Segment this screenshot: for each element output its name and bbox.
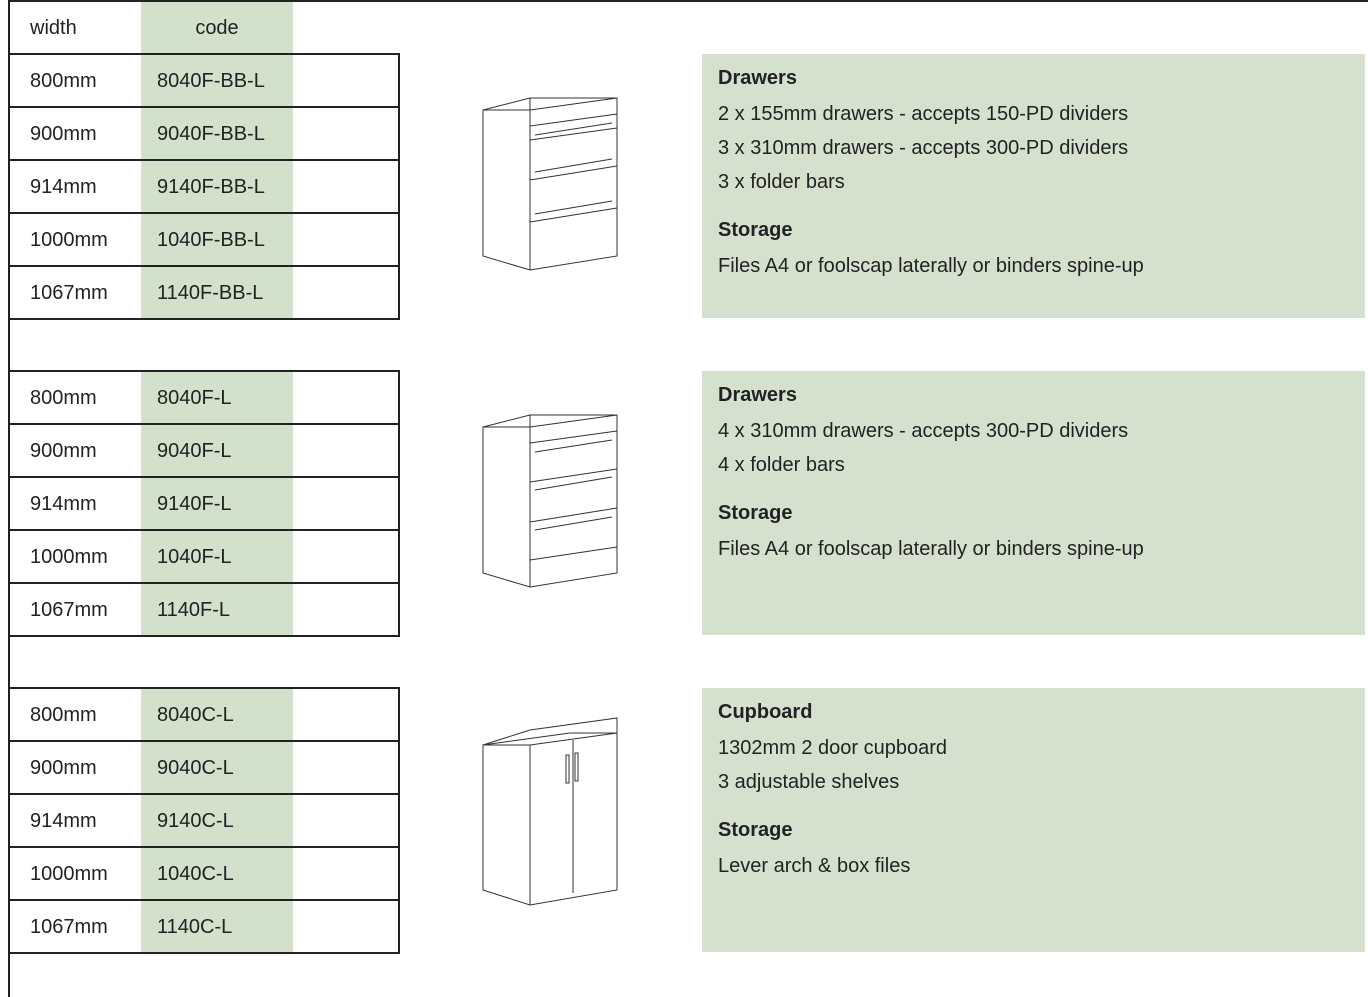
section-line: 3 adjustable shelves: [718, 771, 900, 793]
code-cell: 9040F-BB-L: [157, 123, 265, 145]
code-cell: 1140C-L: [157, 916, 233, 938]
row-rule: [8, 952, 400, 954]
section-line: 2 x 155mm drawers - accepts 150-PD divid…: [718, 103, 1129, 125]
row-rule: [8, 265, 400, 267]
width-cell: 800mm: [30, 387, 97, 409]
description-panel: [702, 54, 1365, 318]
width-cell: 1000mm: [30, 863, 108, 885]
code-header-bg: [141, 2, 293, 53]
width-cell: 900mm: [30, 123, 97, 145]
table-right-rule: [398, 53, 400, 320]
description-panel: [702, 688, 1365, 952]
code-column-bg: [141, 54, 293, 319]
outer-top: [8, 0, 1368, 2]
code-cell: 8040C-L: [157, 704, 234, 726]
width-header: width: [30, 17, 77, 39]
width-cell: 1000mm: [30, 229, 108, 251]
code-cell: 1140F-BB-L: [157, 282, 264, 304]
row-rule: [8, 476, 400, 478]
section-line: 1302mm 2 door cupboard: [718, 737, 948, 759]
width-cell: 1067mm: [30, 916, 108, 938]
table-right-rule: [398, 687, 400, 954]
section-line: Lever arch & box files: [718, 855, 911, 877]
code-column-bg: [141, 371, 293, 636]
section-line: Files A4 or foolscap laterally or binder…: [718, 255, 1144, 277]
row-rule: [8, 159, 400, 161]
section-line: 3 x 310mm drawers - accepts 300-PD divid…: [718, 137, 1129, 159]
code-header: code: [195, 17, 239, 39]
table-right-rule: [398, 370, 400, 637]
width-cell: 1067mm: [30, 282, 108, 304]
code-cell: 8040F-L: [157, 387, 232, 409]
section-line: 4 x folder bars: [718, 454, 845, 476]
row-rule: [8, 635, 400, 637]
cabinet-drawers-1: [482, 97, 618, 271]
width-cell: 900mm: [30, 757, 97, 779]
width-cell: 800mm: [30, 70, 97, 92]
row-rule: [8, 423, 400, 425]
code-cell: 1040F-BB-L: [157, 229, 265, 251]
outer-left: [8, 0, 10, 997]
row-rule: [8, 687, 400, 689]
code-cell: 1140F-L: [157, 599, 231, 621]
code-cell: 9040F-L: [157, 440, 232, 462]
width-cell: 900mm: [30, 440, 97, 462]
section-line: 3 x folder bars: [718, 171, 845, 193]
section-heading: Drawers: [718, 384, 797, 406]
section-heading: Storage: [718, 502, 793, 524]
width-cell: 1000mm: [30, 546, 108, 568]
code-cell: 1040C-L: [157, 863, 234, 885]
row-rule: [8, 212, 400, 214]
section-heading: Storage: [718, 219, 793, 241]
section-heading: Drawers: [718, 67, 797, 89]
section-heading: Cupboard: [718, 701, 813, 723]
code-cell: 9140C-L: [157, 810, 234, 832]
width-cell: 914mm: [30, 493, 97, 515]
section-line: 4 x 310mm drawers - accepts 300-PD divid…: [718, 420, 1129, 442]
width-cell: 914mm: [30, 810, 97, 832]
section-line: Files A4 or foolscap laterally or binder…: [718, 538, 1144, 560]
code-cell: 8040F-BB-L: [157, 70, 265, 92]
description-panel: [702, 371, 1365, 635]
code-cell: 9040C-L: [157, 757, 234, 779]
width-cell: 914mm: [30, 176, 97, 198]
row-rule: [8, 846, 400, 848]
section-heading: Storage: [718, 819, 793, 841]
row-rule: [8, 899, 400, 901]
code-cell: 9140F-BB-L: [157, 176, 265, 198]
row-rule: [8, 740, 400, 742]
code-cell: 9140F-L: [157, 493, 232, 515]
row-rule: [8, 106, 400, 108]
width-cell: 1067mm: [30, 599, 108, 621]
row-rule: [8, 53, 400, 55]
width-cell: 800mm: [30, 704, 97, 726]
row-rule: [8, 582, 400, 584]
code-column-bg: [141, 688, 293, 953]
row-rule: [8, 370, 400, 372]
row-rule: [8, 318, 400, 320]
code-cell: 1040F-L: [157, 546, 232, 568]
cabinet-drawers-2: [482, 414, 618, 588]
row-rule: [8, 529, 400, 531]
cabinet-cupboard: [482, 717, 618, 906]
row-rule: [8, 793, 400, 795]
